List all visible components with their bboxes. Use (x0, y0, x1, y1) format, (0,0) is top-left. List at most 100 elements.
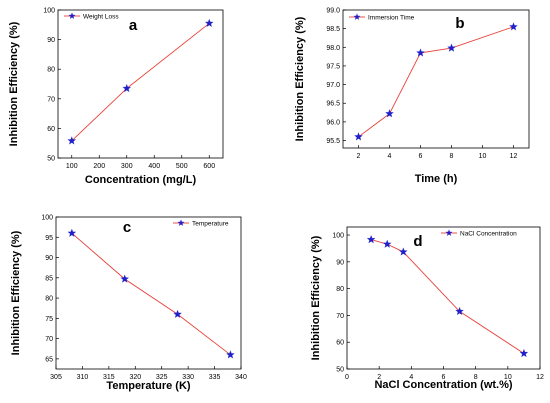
x-tick-label: 2 (377, 374, 381, 381)
data-point (447, 43, 456, 52)
x-tick-label: 335 (209, 374, 221, 381)
y-tick-label: 100 (332, 233, 344, 240)
x-tick-label: 10 (504, 374, 512, 381)
data-point (385, 109, 394, 118)
data-point (354, 132, 363, 141)
x-tick-label: 305 (50, 374, 62, 381)
y-tick-label: 70 (336, 313, 344, 320)
panel-label: b (455, 15, 464, 32)
y-tick-label: 70 (47, 96, 55, 103)
series-line (71, 232, 231, 356)
data-point (382, 239, 392, 248)
plot-frame (342, 9, 530, 149)
y-tick-label: 97.5 (326, 63, 340, 70)
y-tick-label: 70 (45, 336, 53, 343)
data-point (173, 309, 182, 318)
x-tick-label: 8 (450, 153, 454, 160)
y-tick-label: 90 (47, 37, 55, 44)
x-axis-label: NaCl Concentration (wt.%) (374, 379, 512, 391)
series-line (371, 239, 525, 354)
x-tick-label: 200 (93, 163, 105, 170)
data-point (519, 348, 529, 358)
chart-panel-d: 0 2 4 6 8 10 12 50 60 70 80 90 100 NaCl Concentration… (310, 226, 544, 391)
data-point (67, 228, 77, 237)
y-tick-label: 65 (45, 356, 53, 363)
y-tick-label: 60 (336, 340, 344, 347)
data-point (67, 136, 77, 145)
y-tick-label: 75 (45, 316, 53, 323)
x-tick-label: 340 (235, 374, 247, 381)
x-tick-label: 6 (419, 153, 423, 160)
legend-marker (177, 219, 185, 226)
legend-label: Weight Loss (83, 14, 119, 21)
y-tick-label: 90 (45, 255, 53, 262)
y-tick-label: 100 (43, 8, 55, 15)
data-point (416, 48, 425, 57)
y-tick-label: 80 (45, 296, 53, 303)
x-tick-label: 12 (536, 374, 544, 381)
y-tick-label: 98.5 (326, 26, 340, 33)
panel-label: c (123, 219, 131, 236)
x-tick-label: 310 (77, 374, 89, 381)
data-point (122, 83, 132, 93)
y-tick-label: 96.0 (326, 119, 340, 126)
x-tick-label: 6 (442, 374, 446, 381)
y-tick-label: 96.5 (326, 101, 340, 108)
y-tick-label: 80 (336, 286, 344, 293)
plot-frame (55, 216, 242, 370)
x-tick-label: 300 (121, 163, 133, 170)
x-tick-label: 325 (156, 374, 168, 381)
x-tick-label: 10 (479, 153, 487, 160)
plot-frame (346, 226, 541, 370)
y-tick-label: 95.5 (326, 138, 340, 145)
x-tick-label: 4 (409, 374, 413, 381)
y-tick-label: 99.0 (326, 8, 340, 15)
y-tick-label: 50 (336, 367, 344, 374)
legend-marker (445, 229, 453, 236)
y-tick-label: 90 (336, 259, 344, 266)
x-tick-label: 315 (103, 374, 115, 381)
x-axis-label: Temperature (K) (106, 380, 190, 392)
y-tick-label: 50 (47, 156, 55, 163)
x-tick-label: 8 (474, 374, 478, 381)
panel-label: d (413, 233, 422, 250)
legend-label: Immersion Time (368, 15, 415, 22)
x-tick-label: 330 (182, 374, 194, 381)
y-tick-label: 60 (47, 126, 55, 133)
x-tick-label: 500 (176, 163, 188, 170)
y-axis-label: Inhibition Efficiency (%) (310, 235, 322, 360)
panel-label: a (129, 17, 138, 34)
y-tick-label: 97.0 (326, 82, 340, 89)
x-tick-label: 2 (357, 153, 361, 160)
y-tick-label: 100 (41, 215, 53, 222)
y-axis-label: Inhibition Efficiency (%) (294, 16, 306, 141)
y-tick-label: 95 (45, 235, 53, 242)
legend-marker (68, 12, 76, 19)
data-point (366, 235, 376, 244)
chart-panel-c: 305 310 315 320 325 330 335 340 65 70 75 80 85 90 95 10… (10, 215, 247, 393)
series-line (71, 22, 210, 142)
x-tick-label: 100 (66, 163, 78, 170)
x-tick-label: 4 (388, 153, 392, 160)
y-tick-label: 85 (45, 275, 53, 282)
y-tick-label: 80 (47, 67, 55, 74)
series-line (358, 26, 514, 138)
data-point (204, 18, 214, 27)
data-point (226, 350, 235, 359)
chart-panel-a: 100 200 300 400 500 600 50 60 70 80 90 100 Concentra… (8, 8, 224, 186)
data-point (399, 247, 408, 256)
x-axis-label: Time (h) (415, 173, 458, 185)
data-point (455, 306, 464, 316)
x-tick-label: 0 (345, 374, 349, 381)
x-tick-label: 12 (510, 153, 518, 160)
plot-frame (57, 9, 224, 159)
y-axis-label: Inhibition Efficiency (%) (10, 230, 22, 355)
legend-marker (353, 13, 361, 20)
y-tick-label: 98.0 (326, 45, 340, 52)
chart-panel-b: 2 4 6 8 10 12 95.5 96.0 96.5 97.0 97.5 98.0 98.5 99.0… (294, 8, 530, 185)
x-tick-label: 600 (203, 163, 215, 170)
x-axis-label: Concentration (mg/L) (85, 174, 197, 186)
x-tick-label: 320 (129, 374, 141, 381)
x-tick-label: 400 (148, 163, 160, 170)
